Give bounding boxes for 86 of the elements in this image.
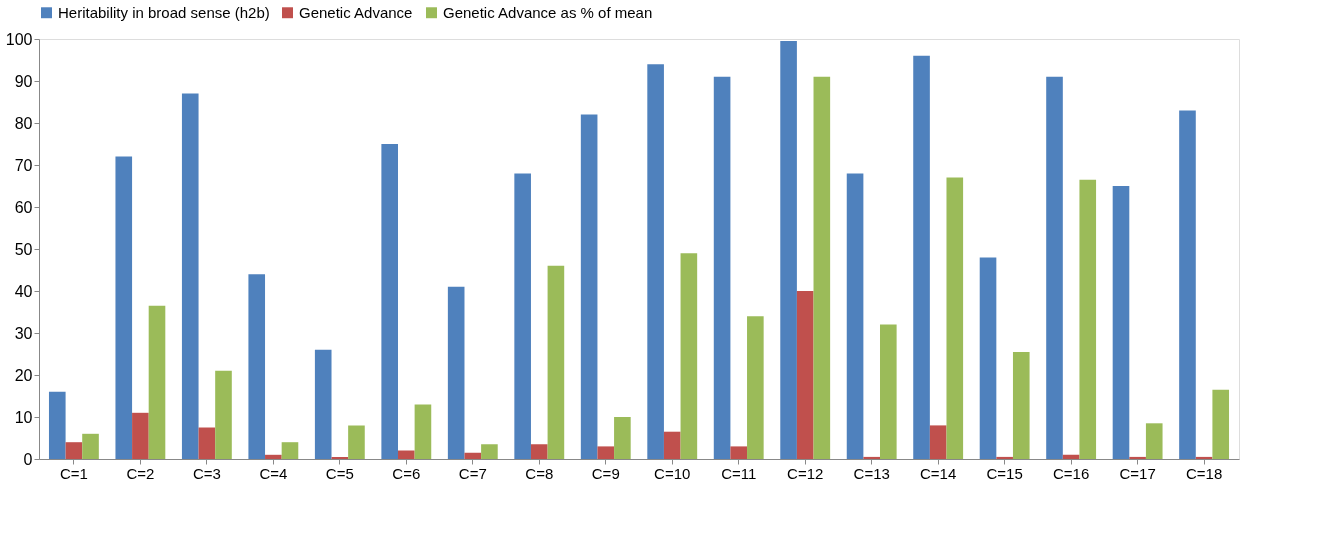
x-tick-label: C=5: [325, 464, 354, 482]
bar: [1195, 456, 1213, 459]
bar: [913, 55, 930, 459]
x-tick-label: C=14: [920, 464, 957, 482]
bar: [1012, 351, 1030, 459]
bar: [547, 265, 565, 459]
bar: [115, 156, 133, 459]
bar: [846, 173, 864, 459]
x-tick-label: C=10: [654, 464, 691, 482]
bar: [730, 446, 748, 459]
bar: [48, 391, 66, 459]
x-tick-label: C=12: [787, 464, 824, 482]
y-tick-label: 90: [14, 72, 33, 90]
bar: [198, 427, 216, 459]
bar: [381, 144, 398, 459]
x-tick-label: C=18: [1185, 464, 1223, 482]
bar: [514, 173, 531, 459]
bar: [1112, 186, 1130, 459]
bar: [713, 76, 731, 459]
legend-label: Heritability in broad sense (h2b): [58, 3, 270, 21]
x-tick-label: C=6: [392, 464, 421, 482]
bar: [597, 446, 615, 459]
bar: [747, 316, 764, 459]
bar: [215, 370, 232, 459]
bar: [1212, 389, 1230, 459]
y-tick-label: 60: [14, 198, 33, 216]
bar: [780, 41, 797, 459]
x-tick-label: C=4: [259, 464, 288, 482]
y-tick-label: 30: [14, 324, 33, 342]
y-tick-label: 50: [14, 240, 33, 258]
bar: [1079, 179, 1097, 459]
bar: [265, 454, 282, 459]
bar: [1046, 76, 1063, 459]
bar: [82, 433, 99, 459]
bar: [796, 291, 814, 459]
y-tick-label: 40: [14, 282, 33, 300]
bar: [248, 274, 266, 459]
bar: [481, 444, 498, 459]
bar: [464, 452, 482, 459]
bar: [663, 431, 681, 459]
bar: [132, 412, 149, 459]
x-tick-label: C=3: [192, 464, 221, 482]
bar: [979, 257, 997, 459]
bar: [148, 305, 166, 459]
bar: [398, 450, 415, 459]
x-tick-label: C=11: [721, 464, 757, 482]
bar: [996, 456, 1013, 459]
y-tick-label: 100: [5, 30, 33, 48]
y-tick-label: 70: [14, 156, 33, 174]
x-tick-label: C=16: [1052, 464, 1090, 482]
bar: [1129, 456, 1146, 459]
bar: [614, 417, 631, 459]
bar: [863, 456, 880, 459]
y-tick-label: 0: [23, 450, 33, 468]
y-tick-label: 20: [14, 366, 33, 384]
x-tick-label: C=13: [853, 464, 890, 482]
x-tick-label: C=9: [591, 464, 620, 482]
bar: [929, 425, 947, 459]
y-tick-label: 10: [14, 408, 33, 426]
bar: [530, 444, 548, 459]
bar: [880, 324, 897, 459]
bar: [1179, 110, 1196, 459]
bar: [946, 177, 964, 459]
bar: [680, 253, 698, 459]
x-tick-label: C=8: [525, 464, 554, 482]
bar: [813, 76, 831, 459]
bar: [580, 114, 598, 459]
legend-label: Genetic Advance as % of mean: [443, 3, 653, 21]
bar: [314, 349, 332, 459]
bar: [1062, 454, 1080, 459]
bar: [281, 442, 299, 459]
bar: [65, 442, 83, 459]
bar: [647, 64, 664, 459]
bar: [414, 404, 432, 459]
x-tick-label: C=15: [986, 464, 1023, 482]
bar: [348, 425, 365, 459]
bar: [331, 456, 349, 459]
y-tick-label: 80: [14, 114, 33, 132]
x-tick-label: C=1: [59, 464, 88, 482]
legend-label: Genetic Advance: [299, 3, 413, 21]
bar: [1145, 423, 1163, 459]
bar: [447, 286, 465, 459]
x-tick-label: C=17: [1119, 464, 1156, 482]
x-tick-label: C=2: [126, 464, 155, 482]
x-tick-label: C=7: [458, 464, 487, 482]
bar: [181, 93, 199, 459]
